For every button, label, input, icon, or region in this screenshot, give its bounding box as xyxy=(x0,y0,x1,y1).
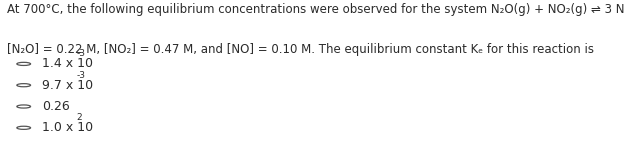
Text: 2: 2 xyxy=(76,113,82,122)
Text: 1.4 x 10: 1.4 x 10 xyxy=(42,57,94,70)
Text: At 700°C, the following equilibrium concentrations were observed for the system : At 700°C, the following equilibrium conc… xyxy=(7,3,624,16)
Text: -3: -3 xyxy=(76,71,85,80)
Text: 0.26: 0.26 xyxy=(42,100,70,113)
Text: -3: -3 xyxy=(76,49,85,59)
Text: 1.0 x 10: 1.0 x 10 xyxy=(42,121,94,134)
Text: [N₂O] = 0.22 M, [NO₂] = 0.47 M, and [NO] = 0.10 M. The equilibrium constant Kₑ f: [N₂O] = 0.22 M, [NO₂] = 0.47 M, and [NO]… xyxy=(7,43,595,56)
Text: 9.7 x 10: 9.7 x 10 xyxy=(42,79,94,92)
